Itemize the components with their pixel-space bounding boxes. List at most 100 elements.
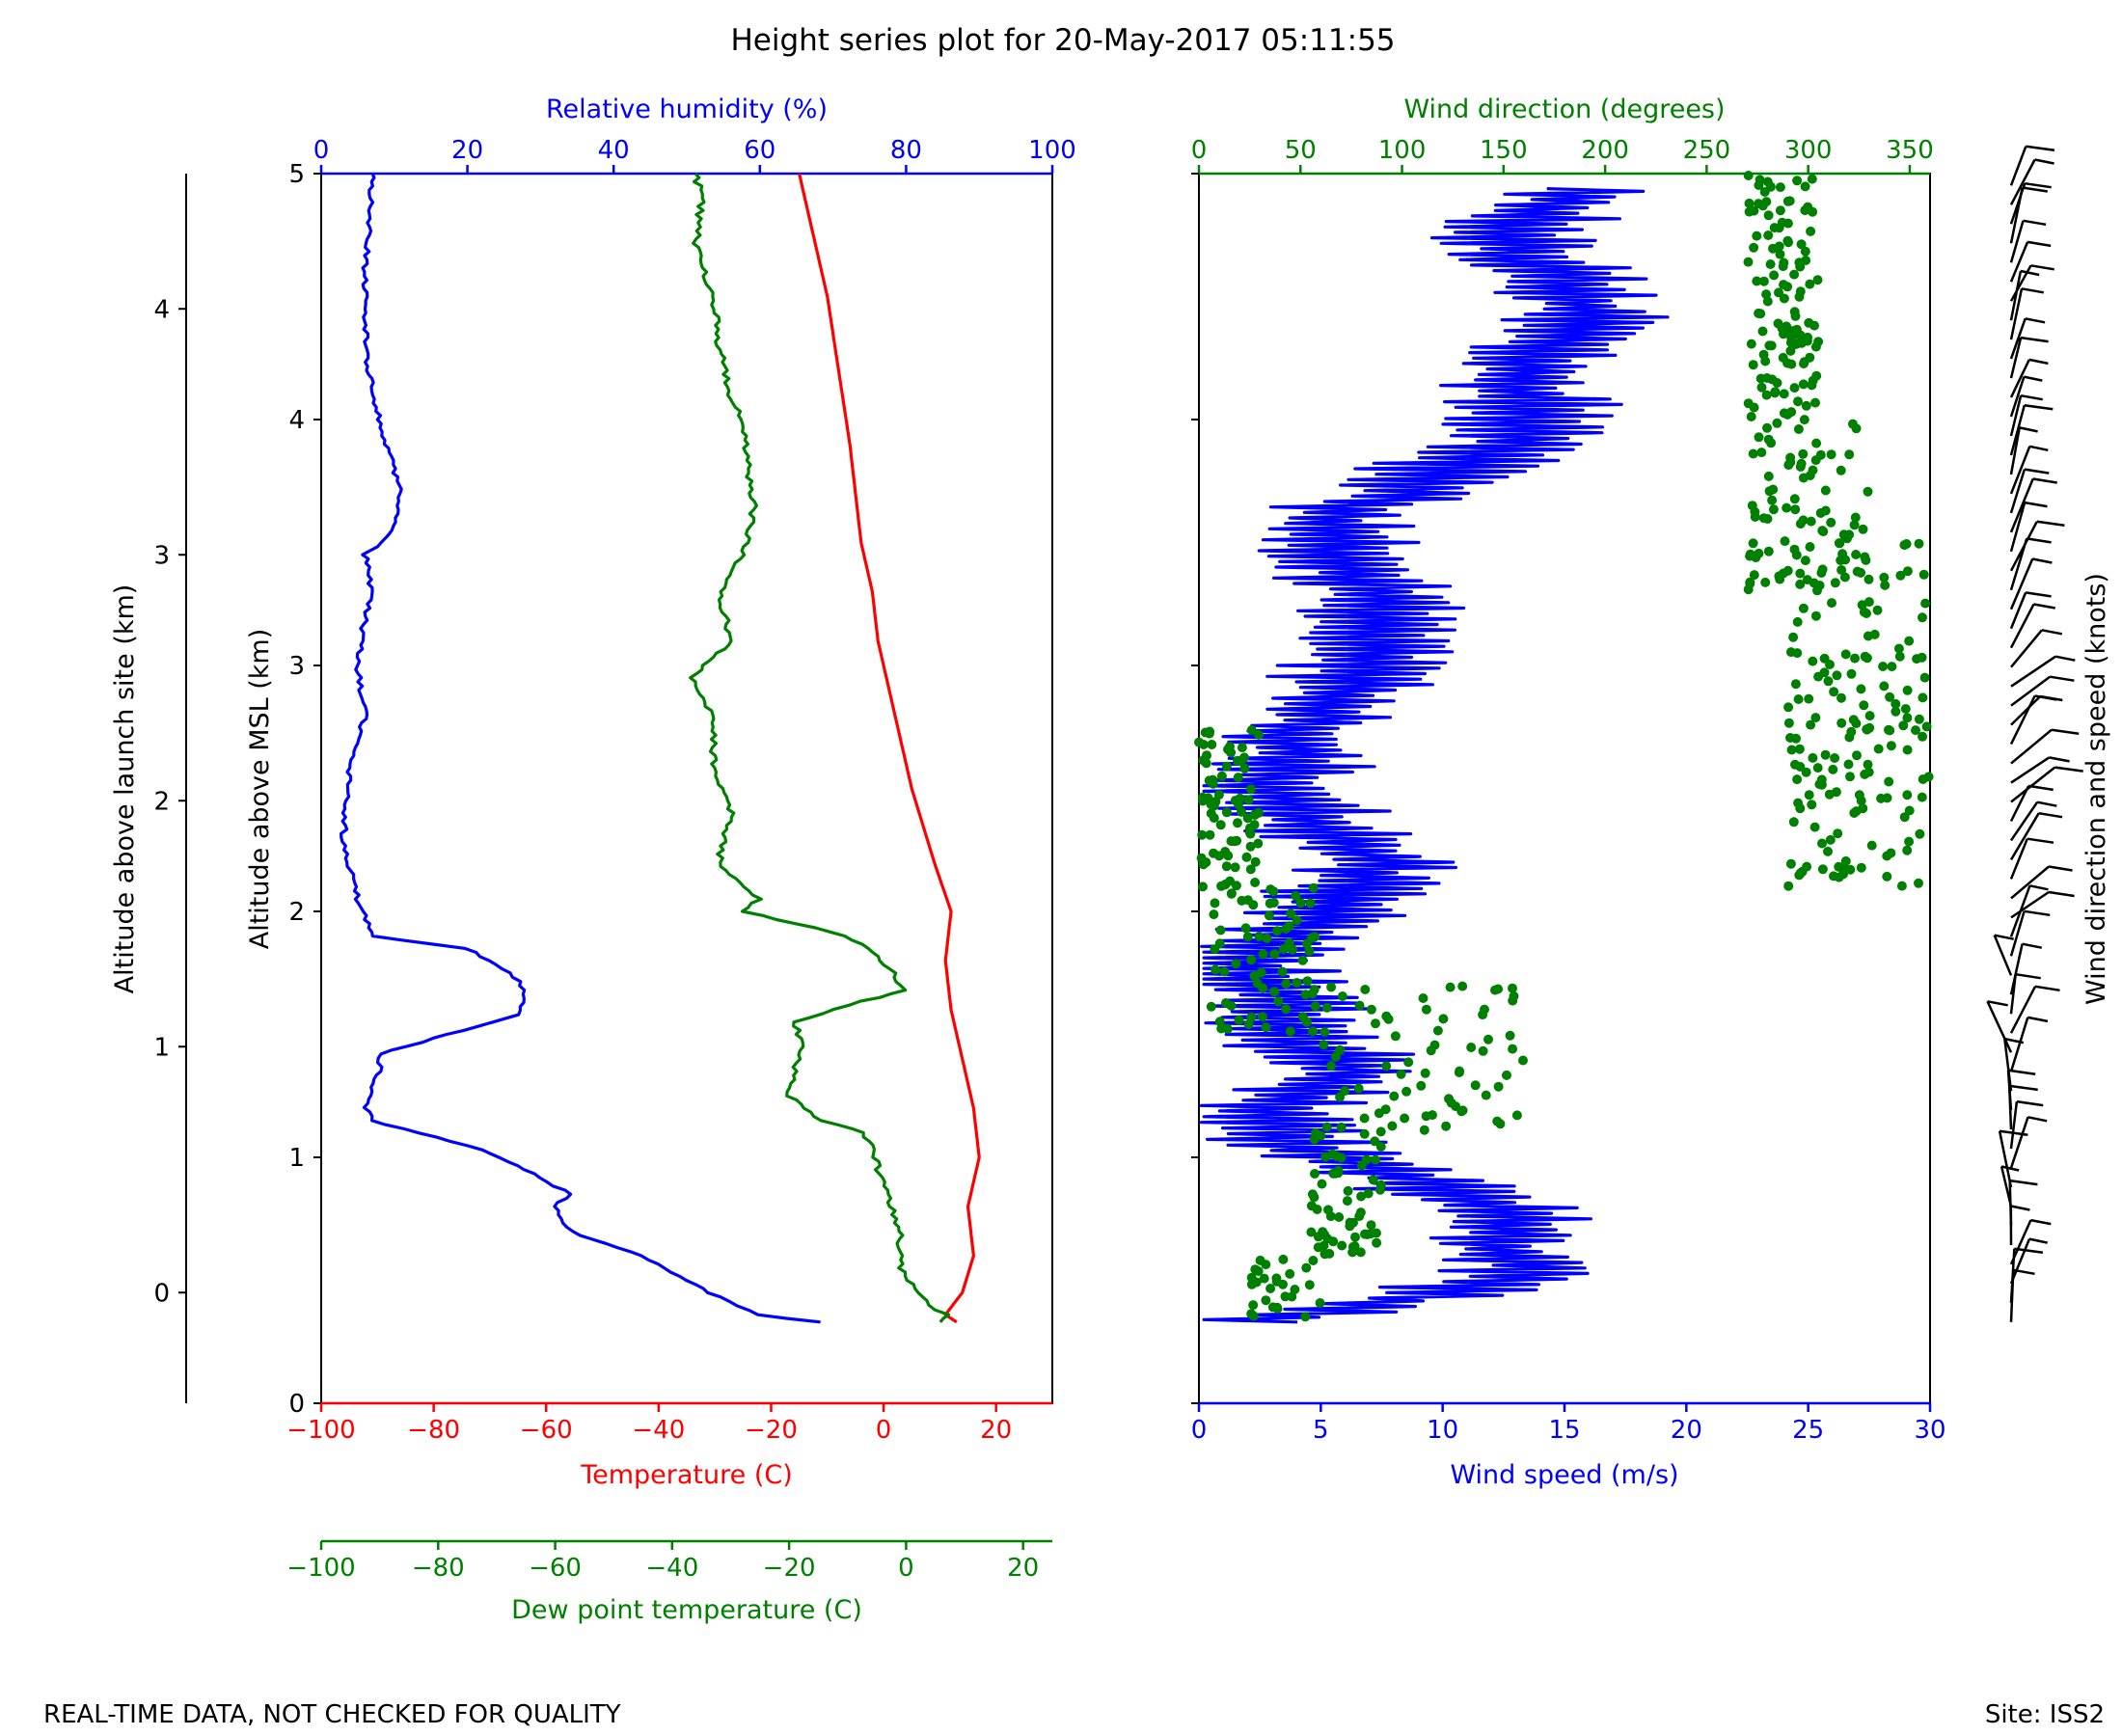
wind-direction-point [1207, 740, 1217, 749]
wind-direction-point [1861, 555, 1871, 565]
wind-barb-flag [2027, 240, 2052, 248]
wind-direction-point [1761, 197, 1772, 207]
wind-direction-point [1852, 750, 1862, 761]
wind-direction-point [1308, 882, 1319, 893]
wind-direction-point [1747, 501, 1757, 511]
wind-direction-point [1763, 546, 1774, 556]
wind-direction-point [1246, 725, 1257, 735]
wind-direction-point [1381, 1011, 1392, 1021]
wind-barb [2010, 629, 2043, 668]
wind-direction-point [1205, 829, 1215, 840]
wind-direction-point [1746, 412, 1756, 421]
wind-direction-point [1793, 424, 1804, 434]
wind-direction-point [1813, 337, 1824, 347]
wind-direction-point [1441, 1121, 1452, 1131]
wind-direction-point [1244, 823, 1255, 833]
wind-direction-point [1793, 396, 1803, 407]
wind-direction-point [1794, 258, 1805, 268]
wind-direction-point [1209, 909, 1219, 920]
wind-direction-point [1789, 383, 1800, 393]
wind-direction-point [1206, 1001, 1216, 1012]
wind-direction-point [1380, 1104, 1391, 1115]
wind-direction-point [1319, 1249, 1330, 1260]
wind-direction-point [1898, 720, 1909, 731]
wind-direction-point [1812, 763, 1823, 773]
wind-barb [2010, 756, 2051, 784]
wind-direction-point [1245, 841, 1256, 852]
wind-direction-point [1247, 1278, 1258, 1288]
wind-direction-point [1863, 631, 1873, 641]
wind-direction-point [1826, 449, 1836, 460]
wind-barb [2010, 766, 2056, 803]
wind-direction-point [1271, 1276, 1282, 1287]
humidity-tick-label: 40 [598, 136, 630, 165]
msl-altitude-label: Altitude above MSL (km) [245, 629, 275, 950]
wind-direction-point [1904, 636, 1915, 646]
wind-direction-point [1233, 818, 1242, 828]
wind-direction-point [1470, 1080, 1481, 1091]
msl-tick-label: 0 [288, 1390, 305, 1419]
wind-direction-point [1307, 989, 1318, 999]
wind-barb-flag [2030, 1218, 2052, 1226]
wind-direction-point [1749, 242, 1759, 253]
humidity-axis-label: Relative humidity (%) [546, 95, 828, 124]
wind-direction-point [1292, 978, 1302, 988]
wind-direction-point [1222, 1023, 1233, 1034]
wind-direction-point [1757, 326, 1768, 337]
wind-direction-point [1763, 231, 1774, 240]
temperature-tick-label: −60 [520, 1416, 573, 1445]
wind-barb-flag [2015, 972, 2041, 980]
wind-direction-point [1914, 878, 1923, 888]
wind-direction-point [1426, 1045, 1436, 1056]
wind-barb-flag [2009, 1084, 2038, 1092]
figure-title: Height series plot for 20-May-2017 05:11… [730, 23, 1395, 58]
wind-barb [2010, 728, 2053, 765]
wind-direction-point [1836, 565, 1847, 575]
wind-direction-point [1754, 199, 1764, 209]
wind-barb-flag [2039, 694, 2063, 702]
wind-barb-flag [2034, 985, 2060, 992]
wind-direction-point [1792, 616, 1803, 627]
wind-direction-point [1269, 987, 1280, 997]
wind-barb [2009, 394, 2023, 437]
wind-barb-flag [2024, 403, 2054, 411]
wind-direction-point [1258, 949, 1268, 960]
wind-direction-tick-label: 100 [1378, 136, 1427, 165]
humidity-tick-label: 0 [313, 136, 330, 165]
wind-direction-point [1326, 1061, 1336, 1071]
wind-direction-point [1817, 838, 1827, 849]
wind-direction-point [1830, 753, 1840, 763]
wind-panel: 0 50 100 150 200 250 300 350 0 5 10 15 20 25 30 Wind … [1191, 95, 1946, 1490]
wind-direction-point [1483, 1034, 1493, 1044]
wind-direction-point [1918, 731, 1928, 742]
wind-speed-line [1199, 187, 1670, 1324]
wind-direction-point [1239, 752, 1249, 763]
wind-direction-point [1355, 1247, 1366, 1258]
wind-direction-tick-label: 50 [1285, 136, 1317, 165]
temperature-tick-label: −40 [632, 1416, 685, 1445]
thermo-plot-frame [320, 173, 1053, 1404]
wind-barb-flag [2020, 393, 2043, 401]
wind-direction-point [1806, 226, 1816, 236]
wind-direction-point [1361, 1154, 1372, 1165]
humidity-line [340, 173, 821, 1324]
wind-direction-point [1795, 803, 1806, 814]
wind-direction-point [1760, 577, 1771, 587]
wind-direction-point [1839, 530, 1850, 541]
wind-direction-point [1799, 415, 1809, 425]
wind-direction-point [1226, 888, 1237, 899]
wind-direction-point [1775, 182, 1785, 193]
wind-direction-point [1308, 1256, 1319, 1265]
wind-direction-point [1246, 955, 1257, 965]
wind-direction-point [1355, 1207, 1366, 1218]
wind-barb [1998, 1130, 2013, 1188]
wind-direction-point [1800, 556, 1810, 566]
wind-direction-point [1833, 828, 1843, 839]
wind-direction-point [1518, 1055, 1528, 1066]
wind-direction-point [1198, 859, 1209, 870]
wind-barb [1986, 1000, 2013, 1053]
wind-direction-point [1350, 1232, 1360, 1242]
wind-direction-point [1502, 1070, 1511, 1080]
wind-direction-point [1795, 568, 1806, 579]
wind-direction-point [1242, 813, 1253, 824]
